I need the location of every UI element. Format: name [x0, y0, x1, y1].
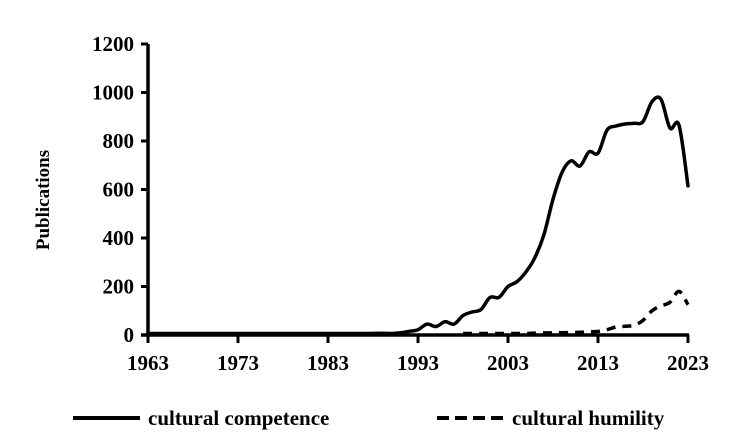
x-tick-label: 2013 — [577, 351, 619, 375]
legend-item-cultural-humility: cultural humility — [437, 406, 665, 430]
x-tick-label: 1993 — [397, 351, 439, 375]
legend-label-cultural-humility: cultural humility — [512, 406, 665, 430]
x-tick-label: 1983 — [307, 351, 349, 375]
y-tick-label: 400 — [103, 226, 135, 250]
series-line-cultural-competence — [146, 95, 690, 336]
y-axis: 0 200 400 600 800 1000 1200 — [92, 32, 150, 347]
series-layer — [146, 95, 690, 336]
y-tick-label: 200 — [103, 275, 135, 299]
x-tick-label: 2003 — [487, 351, 529, 375]
series-line-cultural-humility — [462, 289, 690, 336]
y-axis-title: Publications — [33, 150, 54, 250]
x-tick-label: 1973 — [217, 351, 259, 375]
legend-item-cultural-competence: cultural competence — [73, 406, 329, 430]
x-tick-label: 2023 — [667, 351, 709, 375]
x-tick-label: 1963 — [127, 351, 169, 375]
x-ticks: 1963 1973 1983 1993 2003 2013 2023 — [127, 335, 709, 375]
y-tick-label: 0 — [124, 323, 135, 347]
y-tick-label: 1000 — [92, 81, 134, 105]
legend: cultural competence cultural humility — [73, 406, 665, 430]
y-ticks: 0 200 400 600 800 1000 1200 — [92, 32, 148, 347]
x-axis: 1963 1973 1983 1993 2003 2013 2023 — [127, 333, 709, 375]
y-tick-label: 600 — [103, 178, 135, 202]
legend-label-cultural-competence: cultural competence — [148, 406, 329, 430]
y-tick-label: 800 — [103, 129, 135, 153]
y-tick-label: 1200 — [92, 32, 134, 56]
